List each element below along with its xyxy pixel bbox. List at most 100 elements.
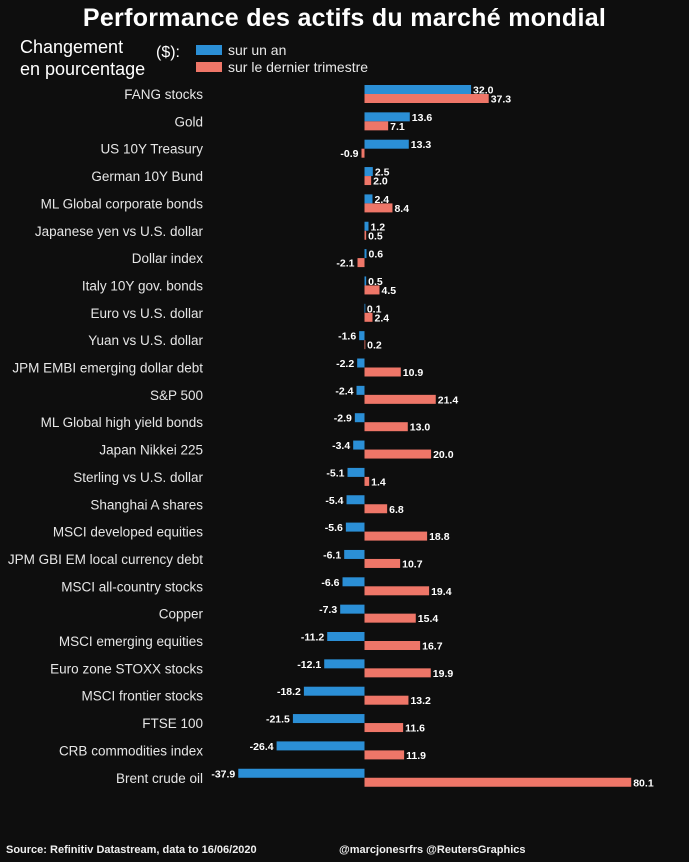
data-label-year: 0.5 xyxy=(368,276,383,288)
data-label-year: -5.1 xyxy=(326,467,344,479)
bar-quarter xyxy=(364,723,404,733)
data-label-year: -3.4 xyxy=(332,440,350,452)
bar-quarter xyxy=(364,449,432,459)
category-label: Shanghai A shares xyxy=(90,497,203,512)
data-label-year: -2.4 xyxy=(335,385,353,397)
data-label-year: 13.3 xyxy=(411,139,432,151)
data-label-quarter: 1.4 xyxy=(371,476,386,488)
data-label-quarter: 13.0 xyxy=(410,422,431,434)
bar-year xyxy=(344,549,365,559)
category-label: FTSE 100 xyxy=(142,716,203,731)
bar-quarter xyxy=(364,750,405,760)
bar-quarter xyxy=(364,340,366,350)
data-label-year: -21.5 xyxy=(266,714,290,726)
data-label-year: -7.3 xyxy=(319,604,337,616)
bar-year xyxy=(364,167,373,177)
bar-quarter xyxy=(364,285,380,295)
data-label-quarter: 18.8 xyxy=(429,531,450,543)
data-label-year: -2.9 xyxy=(334,413,352,425)
data-label-quarter: 4.5 xyxy=(381,285,396,297)
chart-title: Performance des actifs du marché mondial xyxy=(82,4,607,32)
bar-quarter xyxy=(364,586,430,596)
category-label: Japanese yen vs U.S. dollar xyxy=(35,224,204,239)
category-label: MSCI all-country stocks xyxy=(61,579,203,594)
data-label-year: -11.2 xyxy=(301,632,325,644)
data-label-quarter: 7.1 xyxy=(390,121,405,133)
legend-item-year: sur un an xyxy=(196,42,286,58)
data-label-quarter: 37.3 xyxy=(491,94,512,106)
bar-quarter xyxy=(364,422,408,432)
bar-quarter xyxy=(361,148,365,158)
bar-quarter xyxy=(364,203,393,213)
bar-year xyxy=(364,221,369,231)
bar-year xyxy=(347,467,365,477)
category-label: Copper xyxy=(159,607,204,622)
bar-year xyxy=(364,194,373,204)
data-label-quarter: 13.2 xyxy=(410,695,431,707)
bar-quarter xyxy=(364,394,436,404)
data-label-quarter: 21.4 xyxy=(438,394,459,406)
category-label: German 10Y Bund xyxy=(91,169,203,184)
bar-year xyxy=(354,413,365,423)
data-label-year: -2.2 xyxy=(336,358,354,370)
data-label-quarter: 15.4 xyxy=(418,613,439,625)
category-label: Gold xyxy=(174,114,203,129)
bar-year xyxy=(364,303,366,313)
data-label-quarter: 0.5 xyxy=(368,230,383,242)
data-label-quarter: 16.7 xyxy=(422,641,443,653)
data-label-quarter: 0.2 xyxy=(367,340,382,352)
unit-label: ($): xyxy=(156,44,180,61)
category-label: Dollar index xyxy=(132,251,204,266)
bar-year xyxy=(324,659,365,669)
bar-year xyxy=(342,577,365,587)
data-label-year: 2.4 xyxy=(374,194,389,206)
data-label-quarter: -0.9 xyxy=(340,148,358,160)
bar-year xyxy=(345,522,365,532)
category-label: Euro zone STOXX stocks xyxy=(50,661,203,676)
bar-quarter xyxy=(364,777,632,787)
bar-year xyxy=(276,741,365,751)
data-label-quarter: 6.8 xyxy=(389,504,404,516)
category-label: Japan Nikkei 225 xyxy=(99,443,203,458)
data-label-year: -6.6 xyxy=(321,577,339,589)
bar-quarter xyxy=(364,230,367,240)
category-label: JPM GBI EM local currency debt xyxy=(8,552,203,567)
data-label-quarter: 2.0 xyxy=(373,176,388,188)
data-label-quarter: 19.9 xyxy=(433,668,454,680)
bar-year xyxy=(364,112,410,122)
bar-year xyxy=(364,139,409,149)
data-label-quarter: 80.1 xyxy=(633,777,654,789)
data-label-quarter: 20.0 xyxy=(433,449,454,461)
data-label-year: -5.4 xyxy=(325,495,343,507)
category-label: JPM EMBI emerging dollar debt xyxy=(12,361,203,376)
category-label: MSCI emerging equities xyxy=(59,634,203,649)
category-label: CRB commodities index xyxy=(59,743,203,758)
data-label-quarter: 11.9 xyxy=(406,750,426,762)
bar-year xyxy=(364,249,367,259)
data-label-quarter: 8.4 xyxy=(394,203,409,215)
bar-quarter xyxy=(364,367,401,377)
category-label: Yuan vs U.S. dollar xyxy=(88,333,203,348)
data-label-year: 0.1 xyxy=(367,303,382,315)
category-label: ML Global high yield bonds xyxy=(41,415,204,430)
bar-quarter xyxy=(364,312,373,322)
bar-year xyxy=(238,768,365,778)
bar-quarter xyxy=(364,176,372,186)
bar-quarter xyxy=(364,121,389,131)
data-label-year: -37.9 xyxy=(211,768,235,780)
category-label: ML Global corporate bonds xyxy=(41,196,204,211)
data-label-year: 32.0 xyxy=(473,85,494,97)
source-note: Source: Refinitiv Datastream, data to 16… xyxy=(6,844,257,856)
bar-year xyxy=(340,604,365,614)
bar-year xyxy=(364,85,472,94)
category-label: S&P 500 xyxy=(150,388,203,403)
category-label: FANG stocks xyxy=(124,87,203,102)
data-label-year: 0.6 xyxy=(368,249,383,261)
bar-year xyxy=(327,632,365,641)
data-label-quarter: 19.4 xyxy=(431,586,452,598)
bar-quarter xyxy=(364,476,370,486)
bar-quarter xyxy=(364,531,428,541)
data-label-quarter: 10.7 xyxy=(402,558,423,570)
legend-label-year: sur un an xyxy=(228,42,287,58)
